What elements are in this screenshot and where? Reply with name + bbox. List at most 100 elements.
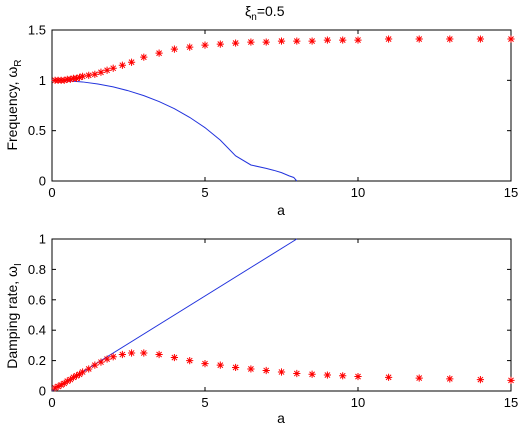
damping-numeric-marker (63, 377, 71, 385)
damping-numeric-marker (277, 368, 286, 376)
damping-numeric-marker (232, 363, 240, 372)
frequency-ytick-label: 1.5 (28, 23, 46, 38)
damping-numeric-marker (69, 373, 78, 381)
damping-xlabel: a (277, 410, 285, 426)
damping-xtick-label: 0 (48, 395, 55, 410)
frequency-numeric-marker (127, 58, 136, 66)
damping-numeric-marker (140, 349, 148, 357)
frequency-numeric-marker (277, 37, 286, 45)
damping-ticks: 0 5 10 15 0 0.2 0.4 0.6 0.8 1 (28, 232, 518, 411)
frequency-numeric-marker (446, 35, 454, 43)
frequency-numeric-marker (155, 49, 163, 57)
frequency-numeric-marker (247, 38, 255, 46)
damping-ytick-label: 0.4 (28, 323, 46, 338)
damping-plot-area (51, 238, 512, 392)
damping-numeric-marker (507, 376, 515, 384)
frequency-numeric-marker (60, 76, 68, 84)
frequency-numeric-marker (385, 35, 393, 43)
frequency-ytick-label: 0 (39, 174, 46, 189)
damping-numeric-marker (66, 376, 74, 384)
damping-numeric-marker (476, 376, 484, 384)
damping-numeric-marker (85, 365, 93, 373)
frequency-numeric-marker (323, 36, 331, 44)
damping-numeric-marker (155, 350, 163, 359)
damping-numeric-marker (79, 368, 87, 376)
frequency-numeric-marker (118, 61, 126, 69)
damping-numeric-marker (201, 360, 209, 368)
damping-numeric-marker (118, 350, 126, 359)
damping-xtick-label: 10 (351, 395, 365, 410)
frequency-numeric-marker (109, 64, 117, 72)
damping-analytic-line (51, 238, 298, 392)
frequency-numeric-marker (232, 39, 240, 47)
frequency-numeric-marker (72, 74, 81, 82)
damping-numeric-marker (247, 365, 255, 373)
damping-numeric-marker (293, 369, 301, 378)
figure-title-rest: =0.5 (257, 3, 285, 19)
damping-numeric-marker (415, 374, 423, 382)
frequency-numeric-marker (103, 66, 111, 74)
damping-ytick-label: 0.6 (28, 292, 46, 307)
damping-numeric-marker (262, 366, 270, 375)
damping-xtick-label: 15 (504, 395, 518, 410)
frequency-numeric-marker (354, 36, 362, 44)
frequency-ylabel: Frequency, ωR (4, 59, 24, 150)
damping-panel: 0 5 10 15 0 0.2 0.4 0.6 0.8 1 a Damping rate, ωI (4, 232, 518, 426)
frequency-ylabel-main: Frequency, ω (4, 67, 20, 151)
frequency-numeric-marker (201, 41, 209, 49)
frequency-numeric-marker (339, 36, 347, 44)
damping-numeric-marker (339, 372, 347, 380)
damping-ylabel-sub: I (13, 263, 24, 266)
frequency-ylabel-sub: R (13, 59, 24, 66)
frequency-numeric-marker (79, 72, 87, 80)
damping-numeric-marker (109, 353, 117, 361)
damping-numeric-marker (57, 381, 65, 389)
damping-numeric-marker (60, 379, 68, 387)
frequency-ticks: 0 5 10 15 0 0.5 1 1.5 (28, 23, 518, 201)
damping-numeric-marker (385, 373, 393, 381)
frequency-numeric-marker (476, 35, 484, 43)
frequency-numeric-marker (140, 53, 148, 61)
damping-ytick-label: 0.8 (28, 262, 46, 277)
damping-ytick-label: 1 (39, 232, 46, 247)
frequency-numeric-marker (186, 43, 194, 51)
frequency-panel: 0 5 10 15 0 0.5 1 1.5 a Frequency, ωR (4, 23, 518, 219)
figure-title: ξn=0.5 (245, 3, 285, 23)
damping-ylabel: Damping rate, ωI (4, 263, 24, 369)
frequency-numeric-marker (216, 40, 224, 48)
frequency-xtick-label: 10 (351, 185, 365, 200)
frequency-plot-area (51, 29, 512, 182)
frequency-series (51, 35, 515, 182)
damping-numeric-marker (91, 361, 99, 369)
frequency-ytick-label: 1 (39, 73, 46, 88)
frequency-ytick-label: 0.5 (28, 123, 46, 138)
damping-numeric-marker (446, 375, 454, 383)
frequency-numeric-marker (91, 70, 99, 78)
frequency-numeric-marker (75, 73, 84, 81)
damping-series (51, 238, 515, 392)
frequency-numeric-marker (415, 35, 423, 43)
damping-numeric-marker (323, 371, 331, 379)
frequency-xtick-label: 15 (504, 185, 518, 200)
damping-ytick-label: 0 (39, 384, 46, 399)
frequency-numeric-marker (507, 35, 515, 43)
damping-numeric-marker (97, 358, 105, 366)
damping-numeric-marker (103, 355, 111, 363)
damping-ytick-label: 0.2 (28, 353, 46, 368)
figure-title-main: ξ (245, 3, 251, 19)
damping-ylabel-main: Damping rate, ω (4, 266, 20, 369)
frequency-numeric-marker (85, 71, 93, 79)
damping-numeric-marker (216, 361, 224, 369)
damping-numeric-marker (54, 382, 62, 391)
damping-numeric-marker (51, 384, 59, 392)
frequency-numeric-marker (308, 37, 316, 45)
damping-numeric-marker (186, 357, 194, 365)
damping-numeric-marker (170, 353, 178, 362)
frequency-xtick-label: 5 (201, 185, 208, 200)
frequency-analytic-line (51, 79, 298, 182)
damping-numeric-marker (308, 370, 316, 378)
frequency-numeric-marker (66, 75, 74, 83)
frequency-xtick-label: 0 (48, 185, 55, 200)
damping-xtick-label: 5 (201, 395, 208, 410)
